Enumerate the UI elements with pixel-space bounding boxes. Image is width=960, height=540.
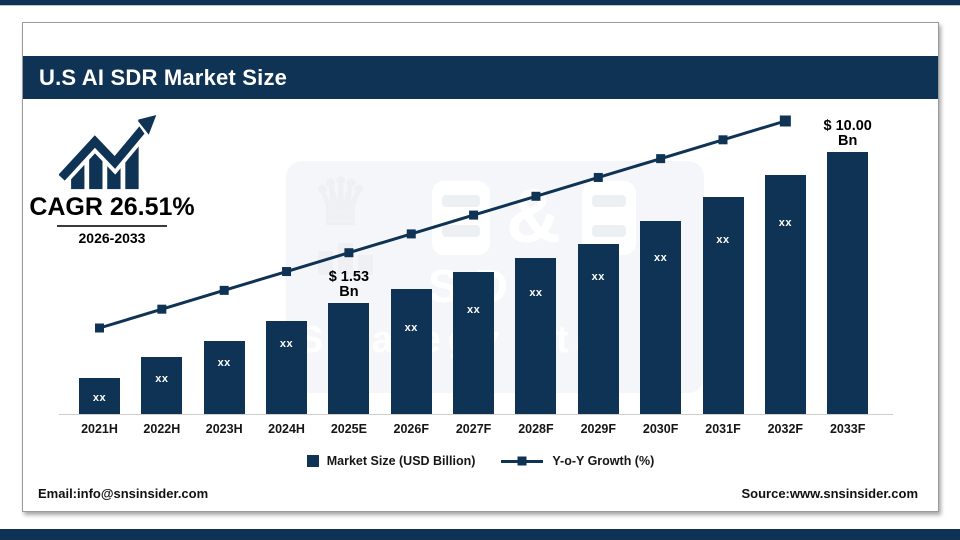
line-marker xyxy=(282,267,292,277)
footer-source: Source:www.snsinsider.com xyxy=(741,486,918,501)
line-marker xyxy=(656,154,666,164)
page-title: U.S AI SDR Market Size xyxy=(39,64,288,90)
top-accent-strip xyxy=(0,0,960,6)
x-axis-label: 2026F xyxy=(393,422,429,436)
x-axis-label: 2031F xyxy=(705,422,741,436)
line-marker xyxy=(593,172,603,182)
line-legend-label: Y-o-Y Growth (%) xyxy=(552,454,655,468)
chart-legend: Market Size (USD Billion) Y-o-Y Growth (… xyxy=(23,454,938,468)
bar-2021H xyxy=(79,378,120,414)
bar-2026F xyxy=(390,289,432,414)
bar-2033F xyxy=(827,152,869,414)
line-marker xyxy=(406,229,416,239)
bar-2029F xyxy=(577,244,619,414)
x-axis-label: 2021H xyxy=(81,422,118,436)
bar-callout-label: $ 10.00 Bn xyxy=(823,118,872,149)
x-axis-label: 2029F xyxy=(580,422,617,436)
bar-value-label: xx xyxy=(466,304,481,316)
footer-email: Email:info@snsinsider.com xyxy=(38,486,209,501)
bar-2024H xyxy=(266,321,308,414)
bar-value-label: xx xyxy=(404,322,418,334)
line-marker xyxy=(157,304,167,314)
content-card: U.S AI SDR Market Size CAGR 26.51% 2026-… xyxy=(22,22,939,512)
bar-value-label: xx xyxy=(716,234,730,246)
line-marker xyxy=(95,323,104,333)
bottom-accent-strip xyxy=(0,529,960,540)
bar-value-label: xx xyxy=(217,357,231,369)
x-axis-label: 2032F xyxy=(767,422,804,436)
bar-2028F xyxy=(515,258,557,414)
bar-value-label: xx xyxy=(529,287,543,299)
bar-legend-swatch xyxy=(306,455,319,467)
line-marker xyxy=(344,248,354,258)
x-axis-line xyxy=(59,414,893,415)
x-axis-label: 2023H xyxy=(205,422,243,436)
x-axis-label: 2024H xyxy=(268,422,305,436)
bar-2032F xyxy=(764,175,806,414)
line-marker xyxy=(779,115,791,127)
chart-plot-area: xx 2021H xx 2022H xx 2023H xx 2024H $ 1.53 Bn 2025… xyxy=(23,23,938,511)
bar-value-label: xx xyxy=(155,373,169,385)
x-axis-label: 2030F xyxy=(642,422,679,436)
bar-2031F xyxy=(702,197,744,414)
line-legend-swatch xyxy=(501,456,544,466)
line-marker xyxy=(469,210,479,220)
x-axis-label: 2027F xyxy=(455,422,492,436)
line-marker xyxy=(219,285,229,295)
x-axis-label: 2025E xyxy=(330,422,367,436)
x-axis-label: 2033F xyxy=(829,422,866,436)
bar-2023H xyxy=(203,341,245,414)
bar-value-label: xx xyxy=(92,392,107,404)
x-axis-label: 2022H xyxy=(143,422,181,436)
title-bar: U.S AI SDR Market Size xyxy=(23,56,938,99)
bar-value-label: xx xyxy=(279,338,294,350)
bar-legend-label: Market Size (USD Billion) xyxy=(326,454,476,468)
bar-value-label: xx xyxy=(654,252,668,264)
line-marker xyxy=(531,191,541,201)
bar-callout-label: $ 1.53 Bn xyxy=(328,269,370,300)
x-axis-label: 2028F xyxy=(518,422,554,436)
bar-2025E xyxy=(328,303,370,414)
bar-2027F xyxy=(453,272,495,414)
bar-2022H xyxy=(141,357,183,414)
bar-2030F xyxy=(640,221,682,414)
bar-value-label: xx xyxy=(591,271,605,283)
bar-value-label: xx xyxy=(778,217,792,229)
line-marker xyxy=(718,135,728,145)
